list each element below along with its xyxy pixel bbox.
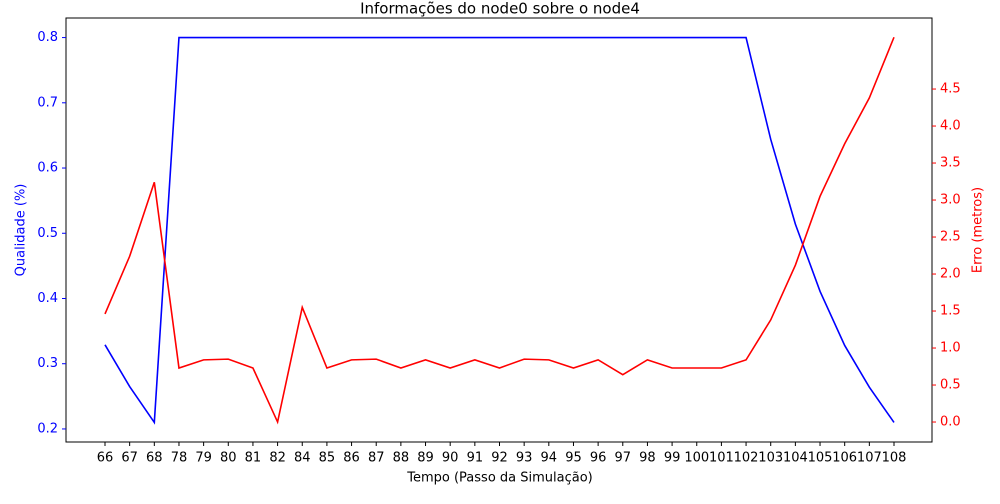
x-tick-label: 67 bbox=[121, 451, 138, 466]
y-tick-label: 0.5 bbox=[37, 226, 58, 241]
y-tick-label: 0.4 bbox=[37, 291, 58, 306]
x-tick-label: 82 bbox=[269, 451, 286, 466]
x-tick-label: 85 bbox=[319, 451, 336, 466]
chart-title: Informações do node0 sobre o node4 bbox=[360, 0, 640, 18]
x-tick-label: 101 bbox=[709, 451, 734, 466]
x-tick-label: 66 bbox=[97, 451, 114, 466]
x-tick-label: 91 bbox=[467, 451, 484, 466]
y2-tick-label: 4.5 bbox=[940, 82, 961, 97]
y2-tick-label: 0.5 bbox=[940, 378, 961, 393]
y2-tick-label: 3.0 bbox=[940, 193, 961, 208]
x-tick-label: 100 bbox=[684, 451, 709, 466]
x-tick-label: 99 bbox=[664, 451, 681, 466]
y2-tick-label: 0.0 bbox=[940, 415, 961, 430]
y2-tick-label: 1.5 bbox=[940, 304, 961, 319]
y2-tick-label: 2.0 bbox=[940, 267, 961, 282]
x-tick-label: 80 bbox=[220, 451, 237, 466]
x-tick-label: 86 bbox=[343, 451, 360, 466]
x-tick-label: 90 bbox=[442, 451, 459, 466]
x-tick-label: 102 bbox=[734, 451, 759, 466]
y-tick-label: 0.3 bbox=[37, 356, 58, 371]
x-tick-label: 105 bbox=[808, 451, 833, 466]
y-tick-label: 0.2 bbox=[37, 421, 58, 436]
x-tick-label: 97 bbox=[615, 451, 632, 466]
y2-tick-label: 4.0 bbox=[940, 119, 961, 134]
series-line bbox=[104, 36, 895, 425]
x-tick-label: 96 bbox=[590, 451, 607, 466]
y2-tick-label: 2.5 bbox=[940, 230, 961, 245]
x-tick-label: 92 bbox=[491, 451, 508, 466]
x-tick-label: 98 bbox=[639, 451, 656, 466]
x-tick-label: 108 bbox=[882, 451, 907, 466]
x-tick-label: 103 bbox=[758, 451, 783, 466]
x-axis-label: Tempo (Passo da Simulação) bbox=[406, 471, 593, 486]
x-tick-label: 88 bbox=[393, 451, 410, 466]
x-tick-label: 93 bbox=[516, 451, 533, 466]
plot-frame bbox=[65, 17, 933, 443]
x-tick-label: 78 bbox=[171, 451, 188, 466]
x-tick-label: 94 bbox=[541, 451, 558, 466]
x-tick-label: 95 bbox=[565, 451, 582, 466]
x-tick-label: 79 bbox=[195, 451, 212, 466]
y2-tick-label: 3.5 bbox=[940, 156, 961, 171]
x-tick-label: 81 bbox=[245, 451, 262, 466]
y-tick-label: 0.7 bbox=[37, 95, 58, 110]
x-tick-label: 104 bbox=[783, 451, 808, 466]
x-tick-label: 84 bbox=[294, 451, 311, 466]
y-tick-label: 0.8 bbox=[37, 30, 58, 45]
x-tick-label: 87 bbox=[368, 451, 385, 466]
x-tick-label: 89 bbox=[417, 451, 434, 466]
x-tick-label: 107 bbox=[857, 451, 882, 466]
x-tick-label: 68 bbox=[146, 451, 163, 466]
x-tick-label: 106 bbox=[832, 451, 857, 466]
y-tick-label: 0.6 bbox=[37, 161, 58, 176]
y2-axis-label: Erro (metros) bbox=[971, 187, 986, 273]
y-axis-label: Qualidade (%) bbox=[14, 184, 29, 277]
y2-tick-label: 1.0 bbox=[940, 341, 961, 356]
series-line bbox=[104, 36, 895, 425]
